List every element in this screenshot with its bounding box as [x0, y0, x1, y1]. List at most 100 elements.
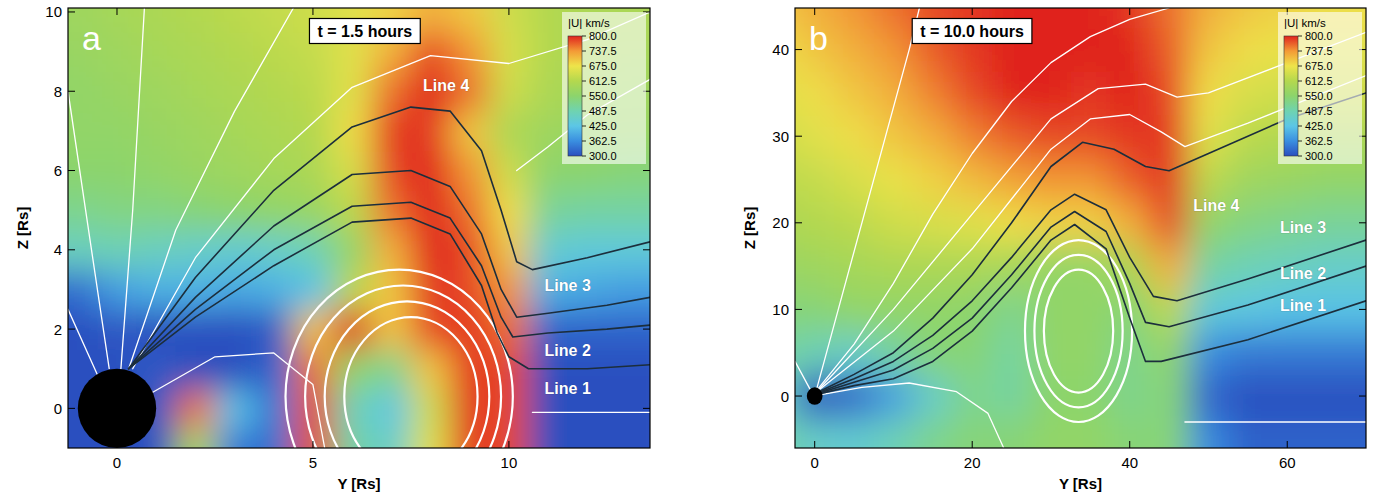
heatmap [68, 8, 650, 448]
heatmap-cell [97, 270, 137, 310]
heatmap-cell [1149, 8, 1189, 29]
heatmap-cell [529, 230, 569, 270]
x-tick [1129, 441, 1130, 448]
y-tick [643, 170, 650, 171]
y-tick [1359, 309, 1366, 310]
y-tick-label: 6 [54, 162, 62, 179]
heatmap-cell [1110, 201, 1150, 245]
line-label: Line 4 [423, 77, 469, 94]
y-tick [1359, 396, 1366, 397]
heatmap-cell [333, 190, 373, 230]
field-line [68, 91, 109, 369]
y-tick-label: 8 [54, 83, 62, 100]
heatmap-cell [1307, 331, 1347, 375]
y-tick [68, 408, 75, 409]
heatmap-cell [97, 151, 137, 191]
colorbar-tick-label: 737.5 [1305, 45, 1333, 57]
heatmap-cell [176, 8, 216, 32]
heatmap-cell [834, 201, 874, 245]
heatmap-cell [953, 244, 993, 288]
x-tick [508, 8, 509, 15]
heatmap-cell [953, 158, 993, 202]
colorbar-tick-label: 800.0 [589, 30, 617, 42]
colorbar-tick [1298, 36, 1302, 37]
heatmap-cell [1110, 28, 1150, 72]
colorbar-tick [1298, 111, 1302, 112]
colorbar-tick-label: 675.0 [1305, 60, 1333, 72]
heatmap-cell [834, 28, 874, 72]
heatmap-cell [176, 71, 216, 111]
flux-rope-loop [1025, 240, 1132, 422]
heatmap-cell [489, 190, 529, 230]
field-line [121, 8, 144, 369]
field-line [819, 32, 1366, 388]
heatmap-cell [1110, 71, 1150, 115]
heatmap-cell [97, 111, 137, 151]
heatmap-cell [489, 389, 529, 429]
y-tick [643, 329, 650, 330]
heatmap [795, 8, 1366, 448]
colorbar-tick-label: 612.5 [589, 75, 617, 87]
heatmap-cell [489, 71, 529, 111]
heatmap-cell [1110, 158, 1150, 202]
heatmap-cell [97, 71, 137, 111]
y-tick [795, 136, 802, 137]
field-line [152, 353, 324, 448]
colorbar-tick [582, 156, 586, 157]
heatmap-cell [795, 288, 835, 332]
colorbar-tick-label: 550.0 [1305, 90, 1333, 102]
heatmap-cell [874, 8, 914, 29]
y-tick [795, 396, 802, 397]
heatmap-cell [607, 230, 650, 270]
plot-frame [68, 8, 650, 448]
heatmap-cell [1031, 28, 1071, 72]
heatmap-cell [1031, 201, 1071, 245]
x-tick [972, 8, 973, 15]
heatmap-cell [834, 158, 874, 202]
heatmap-cell [333, 71, 373, 111]
heatmap-cell [489, 8, 529, 32]
heatmap-cell [1031, 8, 1071, 29]
x-tick [116, 441, 117, 448]
heatmap-cell [137, 270, 177, 310]
heatmap-cell [953, 115, 993, 159]
x-axis-title: Y [Rs] [1059, 475, 1102, 492]
x-tick [1129, 8, 1130, 15]
colorbar-tick-label: 487.5 [589, 105, 617, 117]
y-tick [68, 11, 75, 12]
x-tick [508, 441, 509, 448]
heatmap-cell [137, 151, 177, 191]
heatmap-cell [1228, 158, 1268, 202]
x-tick-label: 0 [113, 454, 121, 471]
heatmap-cell [411, 349, 451, 389]
heatmap-cell [913, 418, 953, 448]
heatmap-cell [1189, 288, 1229, 332]
colorbar: |U| km/s300.0362.5425.0487.5550.0612.567… [1278, 12, 1362, 164]
heatmap-cell [1307, 374, 1347, 418]
heatmap-cell [372, 389, 412, 429]
colorbar-tick-label: 362.5 [1305, 135, 1333, 147]
heatmap-cell [1071, 115, 1111, 159]
heatmap-cell [1071, 331, 1111, 375]
line-label: Line 1 [545, 380, 591, 397]
heatmap-cell [68, 111, 98, 151]
colorbar-tick-label: 487.5 [1305, 105, 1333, 117]
heatmap-cell [913, 71, 953, 115]
colorbar-background [562, 12, 646, 164]
heatmap-cell [411, 230, 451, 270]
heatmap-cell [568, 428, 608, 448]
y-tick-label: 10 [45, 3, 62, 20]
heatmap-cell [1031, 244, 1071, 288]
heatmap-cell [795, 71, 835, 115]
heatmap-cell [450, 111, 490, 151]
x-tick [312, 8, 313, 15]
heatmap-cell [568, 190, 608, 230]
heatmap-cell [333, 389, 373, 429]
heatmap-cell [254, 309, 294, 349]
heatmap-cell [953, 288, 993, 332]
heatmap-cell [1110, 418, 1150, 448]
heatmap-cell [176, 309, 216, 349]
heatmap-cell [68, 71, 98, 111]
colorbar-tick [582, 51, 586, 52]
heatmap-cell [372, 230, 412, 270]
